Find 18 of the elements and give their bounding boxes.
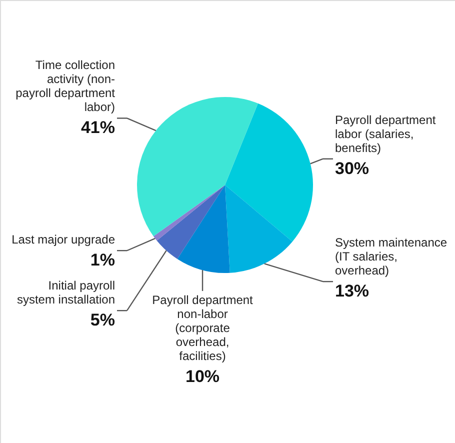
data-label: 41% [80, 118, 115, 138]
pie-slice [156, 185, 225, 259]
data-label: 5% [90, 310, 115, 330]
data-label: 1% [90, 250, 115, 270]
slice-label: Time collection activity (non-payroll department labor) [16, 58, 116, 114]
pie-slice [225, 103, 313, 242]
slice-label: Initial payroll system installation [16, 278, 115, 307]
pie-slice [137, 97, 258, 236]
pie-slice [177, 185, 230, 273]
slice-label: Payroll department non-labor (corporate overhead, facilities) [152, 293, 254, 363]
data-label: 10% [186, 367, 220, 386]
data-label: 13% [335, 282, 370, 301]
slice-label: System maintenance (IT salaries, overhead) [335, 236, 448, 278]
slice-label: Payroll department labor (salaries, benefits) [335, 112, 436, 155]
pie-slice [225, 185, 292, 273]
pie-slice [153, 185, 225, 241]
data-label: 30% [335, 158, 370, 178]
slice-label: Last major upgrade [12, 232, 116, 247]
